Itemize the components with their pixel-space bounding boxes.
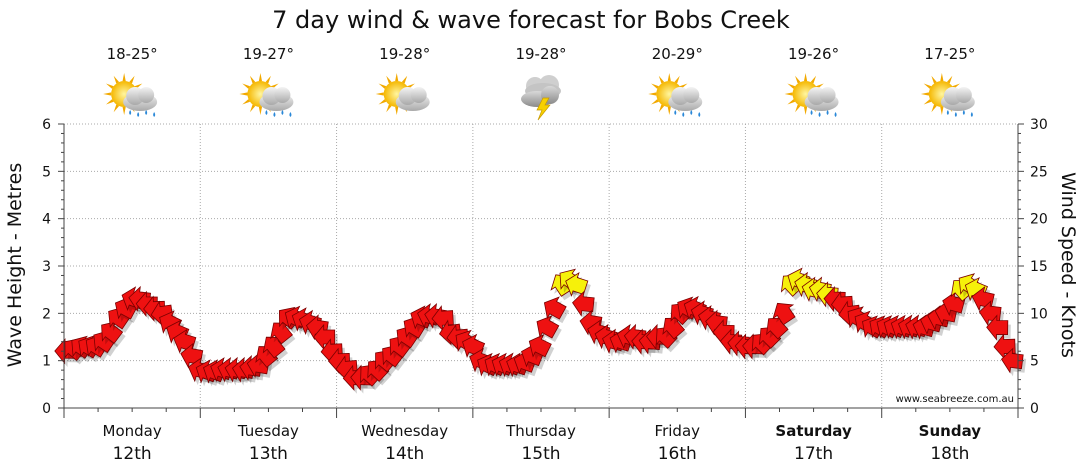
y-left-tick-label: 5 bbox=[42, 164, 51, 180]
wind-arrow bbox=[572, 290, 595, 317]
sun-cloud-rain-icon bbox=[239, 73, 294, 117]
wind-arrow bbox=[772, 302, 796, 326]
y-left-tick-label: 6 bbox=[42, 117, 51, 133]
sun-cloud-icon bbox=[375, 73, 430, 115]
sun-cloud-rain-icon bbox=[103, 73, 158, 117]
y-left-tick-label: 1 bbox=[42, 354, 51, 370]
day-temperature-label: 20-29° bbox=[652, 45, 703, 63]
storm-icon bbox=[521, 75, 561, 121]
chart-title: 7 day wind & wave forecast for Bobs Cree… bbox=[272, 6, 790, 34]
wind-arrow bbox=[986, 314, 1009, 341]
y-left-tick-label: 0 bbox=[42, 401, 51, 417]
wind-arrow bbox=[528, 334, 552, 358]
day-temperature-label: 19-26° bbox=[788, 45, 839, 63]
y-axis-right-label: Wind Speed - Knots bbox=[1057, 172, 1079, 358]
day-name-label: Saturday bbox=[775, 422, 852, 440]
y-left-tick-label: 4 bbox=[42, 212, 51, 228]
wind-arrow bbox=[543, 296, 567, 320]
day-temperature-label: 18-25° bbox=[107, 45, 158, 63]
day-temperature-label: 19-28° bbox=[515, 45, 566, 63]
day-temperature-label: 19-27° bbox=[243, 45, 294, 63]
watermark: www.seabreeze.com.au bbox=[896, 394, 1014, 405]
day-date-label: 18th bbox=[930, 444, 969, 464]
day-date-label: 13th bbox=[249, 444, 288, 464]
day-name-label: Friday bbox=[655, 422, 701, 440]
day-name-label: Thursday bbox=[505, 422, 576, 440]
day-date-label: 17th bbox=[794, 444, 833, 464]
weather-icons: 18-25° 19-27° 19-28° 19-28° 20-29° 19-26° 17-2… bbox=[103, 45, 975, 121]
day-temperature-label: 17-25° bbox=[924, 45, 975, 63]
wind-arrow bbox=[101, 320, 124, 344]
y-right-tick-label: 25 bbox=[1030, 164, 1048, 180]
day-temperature-label: 19-28° bbox=[379, 45, 430, 63]
wind-arrows bbox=[54, 267, 1027, 394]
wind-arrow bbox=[536, 315, 560, 339]
y-axis-left-label: Wave Height - Metres bbox=[4, 163, 26, 367]
sun-cloud-rain-icon bbox=[920, 73, 975, 117]
y-left-tick-label: 2 bbox=[42, 306, 51, 322]
wind-arrow bbox=[766, 317, 789, 340]
y-left-tick-label: 3 bbox=[42, 259, 51, 275]
y-right-tick-label: 5 bbox=[1030, 354, 1039, 370]
y-right-tick-label: 15 bbox=[1030, 259, 1048, 275]
day-name-label: Monday bbox=[103, 422, 162, 440]
day-name-label: Wednesday bbox=[361, 422, 448, 440]
day-name-label: Sunday bbox=[919, 422, 982, 440]
day-date-label: 14th bbox=[385, 444, 424, 464]
y-right-tick-label: 20 bbox=[1030, 212, 1048, 228]
y-right-tick-label: 0 bbox=[1030, 401, 1039, 417]
wind-arrow bbox=[262, 336, 286, 359]
sun-cloud-rain-icon bbox=[648, 73, 703, 117]
day-date-label: 16th bbox=[658, 444, 697, 464]
axes: 0 1 2 3 4 5 6 0 5 10 15 20 25 30 Monday 12th Tuesday 13th… bbox=[42, 117, 1048, 464]
y-right-tick-label: 30 bbox=[1030, 117, 1048, 133]
wind-arrow bbox=[565, 271, 589, 297]
day-name-label: Tuesday bbox=[237, 422, 299, 440]
sun-cloud-rain-icon bbox=[784, 73, 839, 117]
day-date-label: 12th bbox=[113, 444, 152, 464]
y-right-tick-label: 10 bbox=[1030, 306, 1048, 322]
day-date-label: 15th bbox=[521, 444, 560, 464]
